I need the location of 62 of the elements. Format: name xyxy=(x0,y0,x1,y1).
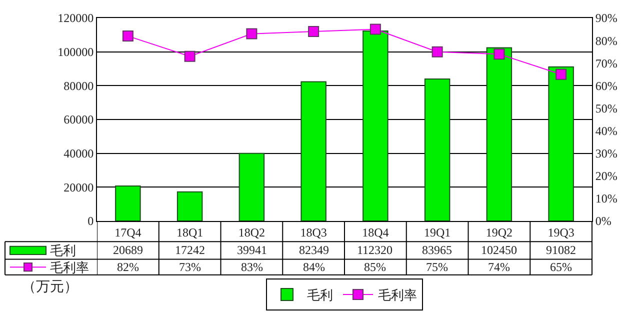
y-tick-label: 0 xyxy=(88,214,94,228)
bar xyxy=(115,186,141,221)
y-tick-label: 20000 xyxy=(64,180,94,194)
point xyxy=(432,46,443,58)
y-tick-label: 60000 xyxy=(64,112,94,127)
bar xyxy=(486,47,512,221)
y2-tick-label: 40% xyxy=(595,124,618,138)
y2-tick-label: 50% xyxy=(595,101,618,116)
point xyxy=(122,30,134,42)
data-label: 83% xyxy=(241,260,263,274)
data-label: 112320 xyxy=(357,243,393,257)
x-tick-label: 18Q2 xyxy=(238,225,266,240)
y2-tick-label: 80% xyxy=(595,34,618,48)
x-tick-label: 19Q2 xyxy=(486,225,513,240)
data-label: 65% xyxy=(550,260,572,274)
data-label: 73% xyxy=(179,260,201,274)
text: （万元） xyxy=(22,280,78,295)
bar xyxy=(424,78,450,221)
bar xyxy=(176,191,203,221)
y2-tick-label: 90% xyxy=(595,11,618,26)
point xyxy=(246,28,258,40)
point xyxy=(494,48,505,60)
y2-tick-label: 0% xyxy=(595,214,612,228)
data-label: 102450 xyxy=(481,243,517,257)
x-tick-label: 19Q3 xyxy=(548,225,574,240)
data-label: 83965 xyxy=(422,243,452,257)
data-label: 75% xyxy=(426,260,448,274)
x-tick-label: 17Q4 xyxy=(114,225,142,240)
data-label: 84% xyxy=(303,260,325,274)
y-tick-label: 120000 xyxy=(58,11,94,26)
data-label: 17242 xyxy=(175,243,205,257)
point xyxy=(308,26,320,38)
bar xyxy=(548,66,574,221)
y2-tick-label: 30% xyxy=(595,146,618,161)
y-tick-label: 80000 xyxy=(64,78,94,93)
bar xyxy=(238,152,265,221)
data-label: 91082 xyxy=(546,243,576,257)
point xyxy=(556,68,567,80)
x-tick-label: 18Q3 xyxy=(300,225,327,240)
bar xyxy=(362,30,388,221)
data-label: 82% xyxy=(117,260,139,274)
y2-tick-label: 20% xyxy=(595,169,618,184)
legend-label: 毛利率 xyxy=(50,260,89,275)
data-label: 20689 xyxy=(113,243,143,257)
data-label: 39941 xyxy=(237,243,267,257)
text: 毛利率 xyxy=(378,288,417,303)
x-tick-label: 19Q1 xyxy=(424,225,451,240)
x-tick-label: 18Q1 xyxy=(176,225,204,240)
point xyxy=(370,24,381,35)
bar xyxy=(300,81,326,221)
text: 毛利 xyxy=(307,288,333,303)
y2-tick-label: 10% xyxy=(595,192,618,206)
data-label: 74% xyxy=(488,260,510,274)
x-tick-label: 18Q4 xyxy=(362,225,389,240)
point xyxy=(184,50,196,62)
y2-tick-label: 60% xyxy=(595,78,618,93)
data-label: 82349 xyxy=(299,243,329,257)
legend-label: 毛利 xyxy=(50,243,76,258)
y2-tick-label: 70% xyxy=(595,56,618,70)
y-tick-label: 100000 xyxy=(58,45,94,60)
data-label: 85% xyxy=(364,260,386,274)
y-tick-label: 40000 xyxy=(64,146,94,161)
